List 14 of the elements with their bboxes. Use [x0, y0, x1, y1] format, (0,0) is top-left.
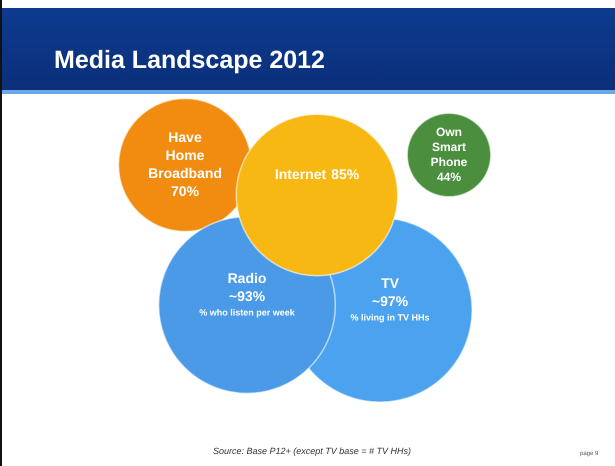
category-label: Radio [228, 270, 266, 286]
category-label: TV [381, 274, 400, 291]
data-label: 44% [436, 170, 462, 184]
category-label: Have Home Broadband [148, 128, 222, 181]
text: Media Landscape 2012 [54, 46, 325, 75]
category-label: Own Smart Phone [430, 124, 468, 169]
data-label: 85% [331, 166, 360, 182]
data-label: ~93% [228, 288, 266, 304]
source-note: Source: Base P12+ (except TV base = # TV HHs) [212, 446, 412, 456]
category-label: Internet [274, 166, 326, 182]
text: % who listen per week [199, 307, 295, 318]
data-label: 70% [170, 182, 200, 199]
data-label: ~97% [372, 292, 409, 309]
text: % living in TV HHs [350, 312, 430, 322]
